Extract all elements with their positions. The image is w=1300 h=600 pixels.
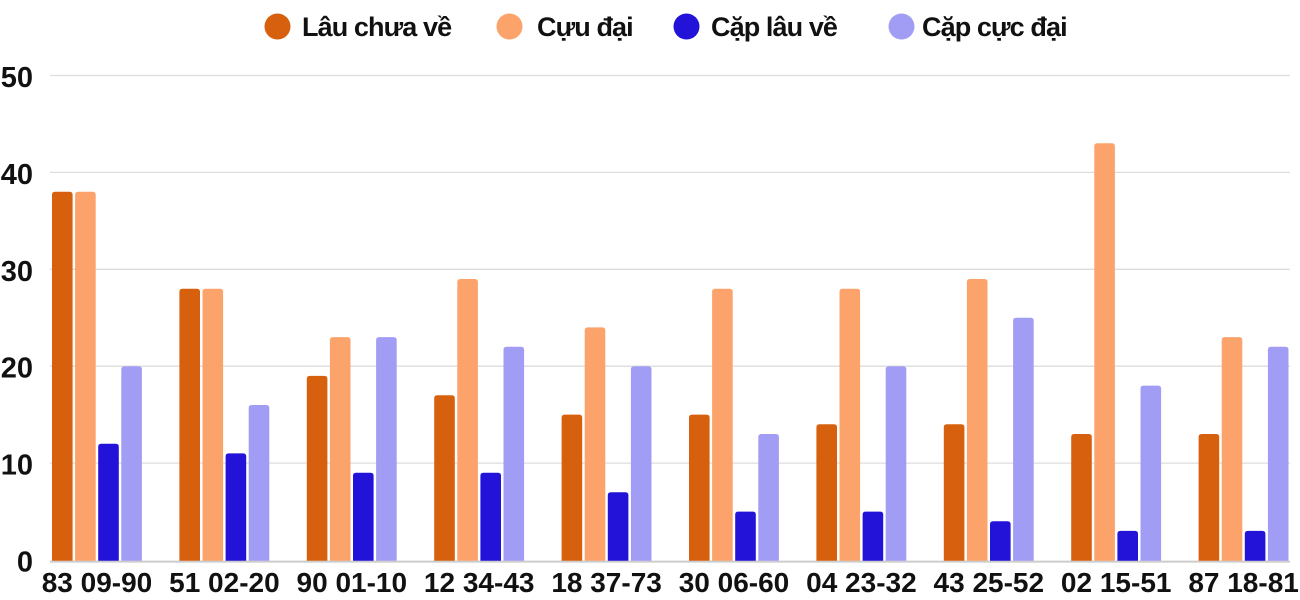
svg-text:30 06-60: 30 06-60 bbox=[679, 567, 790, 598]
svg-text:0: 0 bbox=[17, 547, 33, 579]
svg-text:Cựu đại: Cựu đại bbox=[537, 12, 633, 42]
svg-text:90 01-10: 90 01-10 bbox=[297, 567, 408, 598]
svg-text:18 37-73: 18 37-73 bbox=[551, 567, 662, 598]
svg-text:04 23-32: 04 23-32 bbox=[806, 567, 917, 598]
svg-text:40: 40 bbox=[1, 159, 33, 191]
svg-text:02 15-51: 02 15-51 bbox=[1061, 567, 1172, 598]
svg-text:87 18-81: 87 18-81 bbox=[1188, 567, 1299, 598]
svg-text:Cặp lâu về: Cặp lâu về bbox=[711, 12, 838, 42]
svg-text:83 09-90: 83 09-90 bbox=[42, 567, 153, 598]
svg-text:43 25-52: 43 25-52 bbox=[934, 567, 1045, 598]
svg-text:20: 20 bbox=[1, 353, 33, 385]
svg-text:12 34-43: 12 34-43 bbox=[424, 567, 535, 598]
svg-text:50: 50 bbox=[1, 62, 33, 94]
svg-text:Cặp cực đại: Cặp cực đại bbox=[922, 12, 1067, 42]
svg-text:Lâu chưa về: Lâu chưa về bbox=[302, 12, 452, 42]
svg-text:51 02-20: 51 02-20 bbox=[169, 567, 280, 598]
svg-text:10: 10 bbox=[1, 450, 33, 482]
svg-text:30: 30 bbox=[1, 256, 33, 288]
